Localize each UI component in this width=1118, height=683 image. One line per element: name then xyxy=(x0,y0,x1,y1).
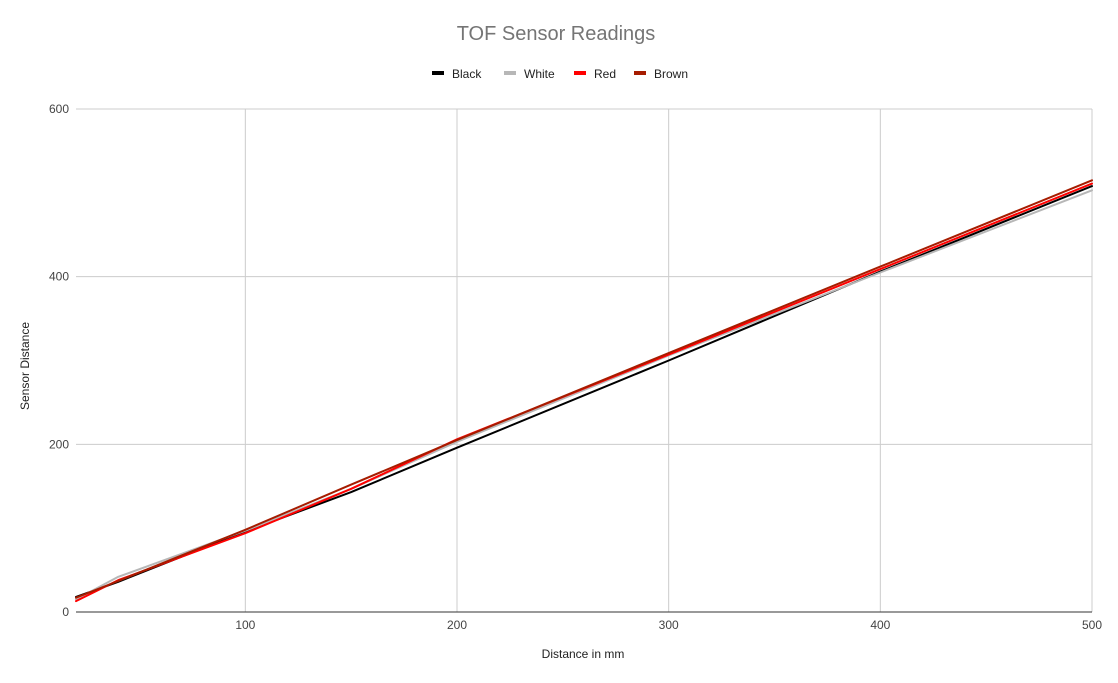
legend-item-black: Black xyxy=(432,67,482,81)
x-tick-label: 500 xyxy=(1082,618,1102,632)
legend-item-brown: Brown xyxy=(634,67,688,81)
x-axis-label: Distance in mm xyxy=(542,647,625,661)
plot-lines xyxy=(75,179,1093,603)
legend-swatch xyxy=(432,71,444,75)
y-axis-label: Sensor Distance xyxy=(18,322,32,410)
x-tick-label: 300 xyxy=(659,618,679,632)
x-tick-label: 400 xyxy=(870,618,890,632)
y-tick-label: 600 xyxy=(49,102,69,116)
legend-item-red: Red xyxy=(574,67,616,81)
legend-label: Brown xyxy=(654,67,688,81)
x-axis-ticks: 100 200 300 400 500 xyxy=(235,618,1102,632)
series-line-black xyxy=(75,185,1093,598)
chart-title: TOF Sensor Readings xyxy=(457,23,656,45)
legend-label: Black xyxy=(452,67,482,81)
series-line-red xyxy=(75,182,1093,603)
series-line-white xyxy=(75,189,1093,601)
legend-item-white: White xyxy=(504,67,555,81)
legend-label: Red xyxy=(594,67,616,81)
x-tick-label: 100 xyxy=(235,618,255,632)
y-tick-label: 200 xyxy=(49,437,69,451)
series-line-brown xyxy=(75,179,1093,599)
legend-swatch xyxy=(504,71,516,75)
legend-swatch xyxy=(574,71,586,75)
y-axis-ticks: 0 200 400 600 xyxy=(49,102,69,619)
y-tick-label: 0 xyxy=(62,605,69,619)
legend-label: White xyxy=(524,67,555,81)
legend: Black White Red Brown xyxy=(432,67,688,81)
x-tick-label: 200 xyxy=(447,618,467,632)
y-tick-label: 400 xyxy=(49,270,69,284)
legend-swatch xyxy=(634,71,646,75)
